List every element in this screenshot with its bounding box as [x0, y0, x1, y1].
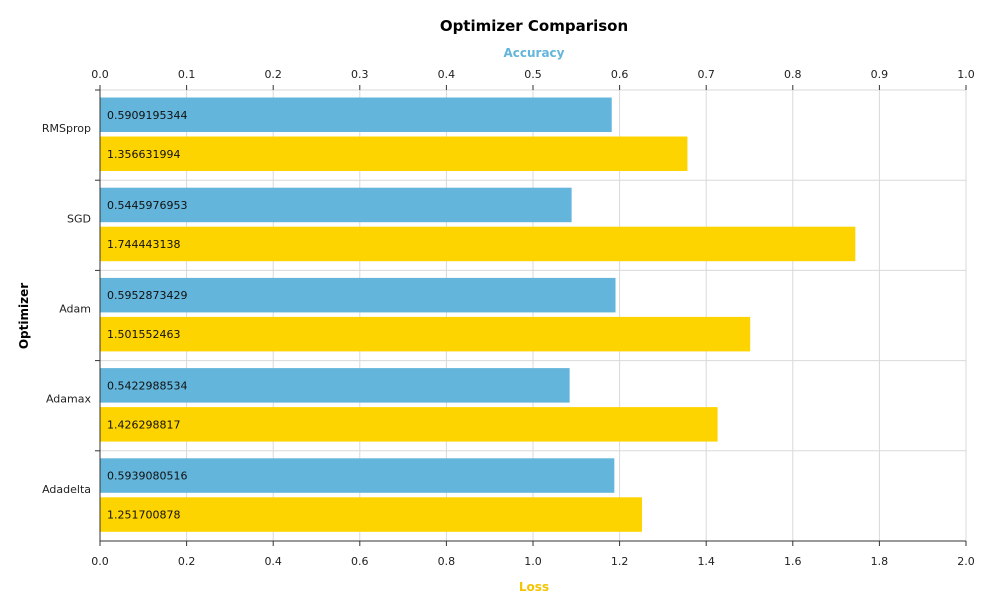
bar-accuracy-rmsprop [100, 97, 612, 132]
bottom-tick-label: 0.2 [178, 555, 196, 568]
data-label-accuracy: 0.5939080516 [107, 470, 187, 483]
bottom-tick-label: 0.8 [438, 555, 456, 568]
y-axis-title: Optimizer [17, 283, 31, 349]
bottom-tick-label: 0.0 [91, 555, 109, 568]
top-tick-label: 0.8 [784, 68, 802, 81]
data-label-accuracy: 0.5952873429 [107, 289, 187, 302]
category-label: Adam [59, 303, 91, 316]
top-axis-title: Accuracy [503, 46, 564, 60]
bars [100, 97, 856, 532]
labels: 0.5909195344 1.356631994 RMSprop 0.54459769… [42, 68, 975, 568]
bar-accuracy-sgd [100, 187, 572, 223]
top-tick-label: 0.1 [178, 68, 196, 81]
bottom-tick-label: 2.0 [957, 555, 975, 568]
bar-loss-rmsprop [100, 136, 688, 171]
category-label: RMSprop [42, 122, 91, 135]
bar-accuracy-adamax [100, 368, 570, 403]
bar-loss-adamax [100, 407, 718, 442]
bottom-tick-label: 1.8 [871, 555, 889, 568]
top-tick-label: 1.0 [957, 68, 975, 81]
chart-title: Optimizer Comparison [440, 17, 628, 35]
bar-loss-sgd [100, 226, 856, 262]
top-tick-label: 0.3 [351, 68, 369, 81]
top-tick-label: 0.7 [697, 68, 715, 81]
bottom-tick-label: 1.4 [697, 555, 715, 568]
category-label: SGD [67, 212, 91, 225]
category-label: Adamax [46, 393, 92, 406]
bar-accuracy-adadelta [100, 458, 615, 493]
bottom-axis-title: Loss [519, 580, 549, 594]
data-label-accuracy: 0.5445976953 [107, 199, 187, 212]
bottom-tick-label: 1.2 [611, 555, 629, 568]
axes [95, 85, 967, 546]
data-label-accuracy: 0.5422988534 [107, 379, 187, 392]
bottom-tick-label: 1.0 [524, 555, 542, 568]
data-label-loss: 1.744443138 [107, 238, 180, 251]
data-label-accuracy: 0.5909195344 [107, 109, 187, 122]
category-label: Adadelta [42, 483, 91, 496]
top-tick-label: 0.0 [91, 68, 109, 81]
bar-loss-adadelta [100, 497, 642, 532]
top-tick-label: 0.2 [264, 68, 282, 81]
data-label-loss: 1.356631994 [107, 148, 180, 161]
top-tick-label: 0.6 [611, 68, 629, 81]
data-label-loss: 1.426298817 [107, 418, 180, 431]
data-label-loss: 1.251700878 [107, 509, 180, 522]
top-tick-label: 0.9 [871, 68, 889, 81]
bottom-tick-label: 0.6 [351, 555, 369, 568]
bottom-tick-label: 0.4 [264, 555, 282, 568]
data-label-loss: 1.501552463 [107, 328, 180, 341]
top-tick-label: 0.5 [524, 68, 542, 81]
bar-accuracy-adam [100, 277, 616, 313]
bottom-tick-label: 1.6 [784, 555, 802, 568]
top-tick-label: 0.4 [438, 68, 456, 81]
bar-loss-adam [100, 316, 751, 352]
